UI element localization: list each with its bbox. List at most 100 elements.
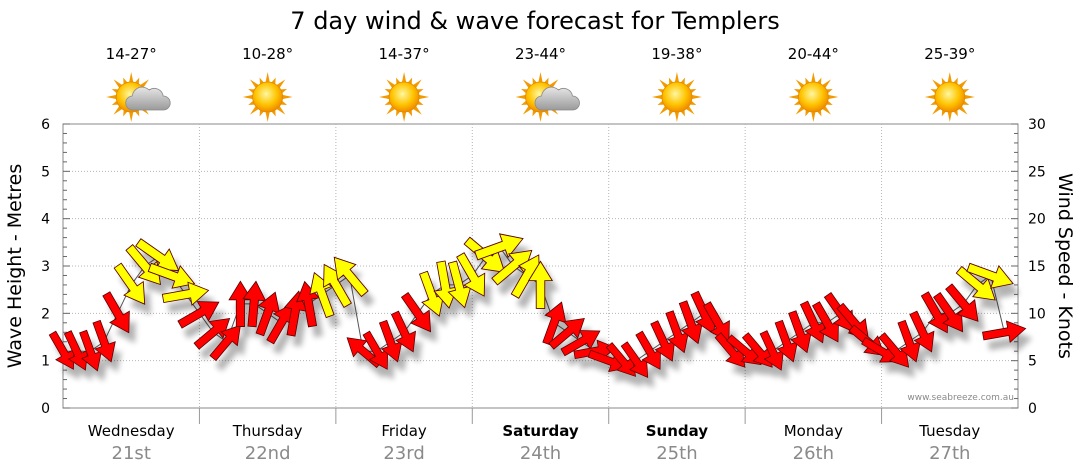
day-name: Tuesday bbox=[918, 422, 980, 440]
sun-ray bbox=[249, 106, 259, 115]
sun-ray bbox=[538, 111, 543, 122]
partly-cloudy-icon bbox=[515, 72, 580, 122]
wind-arrow bbox=[650, 320, 676, 362]
wind-arrow bbox=[228, 280, 253, 327]
sunny-icon bbox=[924, 72, 975, 122]
wind-arrow bbox=[897, 319, 921, 363]
sun-ray bbox=[674, 72, 680, 83]
left-tick-label: 3 bbox=[41, 259, 50, 275]
right-tick-label: 0 bbox=[1028, 401, 1037, 417]
sun-ray bbox=[947, 72, 952, 83]
wind-arrow bbox=[799, 300, 826, 344]
wind-arrow bbox=[177, 301, 220, 329]
sun-ray bbox=[242, 94, 253, 100]
temperature-range: 20-44° bbox=[788, 45, 839, 63]
sun-rays bbox=[242, 72, 293, 122]
sun-ray bbox=[811, 72, 816, 83]
right-tick-label: 10 bbox=[1028, 306, 1046, 322]
sun-ray bbox=[958, 79, 968, 88]
wind-arrow bbox=[92, 319, 116, 363]
wind-arrow bbox=[726, 334, 762, 366]
sunny-icon bbox=[788, 72, 839, 122]
sun-ray bbox=[947, 111, 952, 122]
sun-ray bbox=[659, 106, 668, 115]
sun-ray bbox=[140, 79, 149, 88]
sun-ray bbox=[265, 111, 270, 122]
wind-arrow bbox=[909, 310, 935, 353]
sun-ray bbox=[674, 111, 680, 122]
wind-arrow bbox=[390, 310, 416, 353]
day-date: 23rd bbox=[383, 443, 424, 464]
sun-ray bbox=[401, 111, 407, 122]
sun-ray bbox=[515, 94, 526, 100]
wind-arrow bbox=[147, 262, 196, 289]
watermark: www.seabreeze.com.au bbox=[907, 393, 1014, 403]
temperature-range: 14-37° bbox=[379, 45, 430, 63]
sun-ray bbox=[538, 72, 543, 83]
wind-arrow bbox=[79, 329, 102, 372]
wind-arrow bbox=[955, 265, 996, 301]
wind-arrow bbox=[861, 336, 901, 363]
wind-arrow bbox=[966, 262, 1014, 289]
sun-ray bbox=[822, 106, 832, 115]
left-axis-label: Wave Height - Metres bbox=[4, 164, 26, 368]
day-date: 27th bbox=[929, 443, 970, 464]
sun-ray bbox=[249, 79, 259, 88]
wind-arrow bbox=[788, 310, 812, 354]
wind-arrow bbox=[527, 260, 554, 309]
sun-ray bbox=[932, 79, 941, 88]
sun-ray bbox=[659, 79, 668, 88]
sun-ray bbox=[932, 106, 941, 115]
sun-ray bbox=[106, 94, 117, 100]
wind-arrow bbox=[283, 290, 308, 337]
sunny-icon bbox=[242, 72, 293, 122]
day-labels: Wednesday 21st Thursday 22nd Friday 23rd Satur… bbox=[88, 422, 981, 464]
sun-rays bbox=[924, 72, 975, 122]
sun-ray bbox=[413, 106, 422, 115]
wind-arrow bbox=[605, 342, 637, 377]
wind-arrow bbox=[161, 281, 210, 306]
right-tick-label: 25 bbox=[1028, 164, 1046, 180]
left-tick-label: 2 bbox=[41, 306, 50, 322]
sun-ray bbox=[828, 94, 839, 100]
sun-ray bbox=[691, 94, 702, 100]
temperature-range: 23-44° bbox=[515, 45, 566, 63]
sun-disc bbox=[252, 81, 284, 113]
sun-ray bbox=[522, 79, 532, 88]
sun-ray bbox=[265, 72, 270, 83]
right-axis-label: Wind Speed - Knots bbox=[1054, 173, 1076, 359]
wind-arrow bbox=[48, 330, 75, 370]
temperature-range: 19-38° bbox=[651, 45, 702, 63]
sun-ray bbox=[113, 79, 123, 88]
left-tick-label: 5 bbox=[41, 164, 50, 180]
weather-row: 14-27° 10-28° 14-37° 23-44° 19-38° 20-44° 25-3… bbox=[106, 45, 975, 122]
sun-ray bbox=[811, 111, 816, 122]
sun-ray bbox=[788, 94, 799, 100]
day-name: Thursday bbox=[232, 422, 303, 440]
sunny-icon bbox=[651, 72, 702, 122]
partly-cloudy-icon bbox=[106, 72, 171, 122]
wind-arrow bbox=[102, 291, 130, 334]
sun-ray bbox=[276, 106, 286, 115]
left-axis: 0 1 2 3 4 5 6 bbox=[41, 117, 70, 417]
wind-arrow bbox=[678, 300, 703, 345]
wind-arrow bbox=[242, 280, 267, 328]
wind-arrow bbox=[209, 324, 241, 362]
wind-arrow bbox=[920, 291, 949, 334]
wind-arrow bbox=[433, 260, 459, 309]
wind-arrow bbox=[774, 319, 798, 363]
day-date: 26th bbox=[793, 443, 834, 464]
wind-arrow bbox=[113, 262, 146, 305]
sun-disc bbox=[388, 81, 420, 113]
day-name: Monday bbox=[784, 422, 843, 440]
wind-arrow bbox=[193, 317, 231, 350]
left-tick-label: 4 bbox=[41, 212, 50, 228]
right-tick-label: 20 bbox=[1028, 212, 1046, 228]
sun-ray bbox=[129, 111, 134, 122]
sun-ray bbox=[379, 94, 390, 100]
wind-arrow bbox=[945, 283, 979, 322]
wind-arrow bbox=[255, 291, 281, 337]
sun-ray bbox=[685, 106, 695, 115]
day-date: 22nd bbox=[245, 443, 291, 464]
